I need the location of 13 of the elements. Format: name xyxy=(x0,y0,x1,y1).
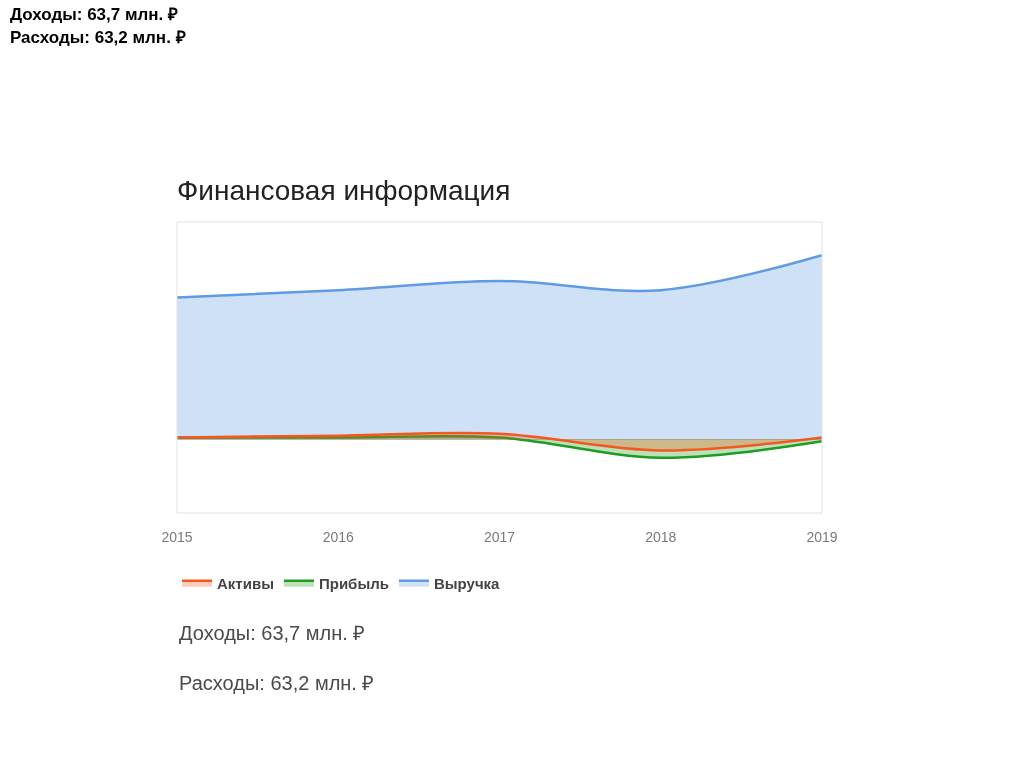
x-tick-label: 2017 xyxy=(483,529,516,545)
x-tick-label: 2015 xyxy=(161,529,193,545)
text: Расходы: 63,2 млн. ₽ xyxy=(179,672,375,694)
x-tick-label: 2016 xyxy=(322,529,355,545)
legend-label: Прибыль xyxy=(318,574,389,592)
legend-label: Выручка xyxy=(433,574,501,592)
text: Расходы: 63,2 млн. ₽ xyxy=(10,28,186,47)
chart-title: Финансовая информация xyxy=(177,174,511,206)
text: Доходы: 63,7 млн. ₽ xyxy=(10,5,179,24)
x-tick-label: 2019 xyxy=(806,529,838,545)
legend-label: Активы xyxy=(217,574,274,592)
text: Доходы: 63,7 млн. ₽ xyxy=(179,622,366,644)
x-tick-label: 2018 xyxy=(645,529,677,545)
